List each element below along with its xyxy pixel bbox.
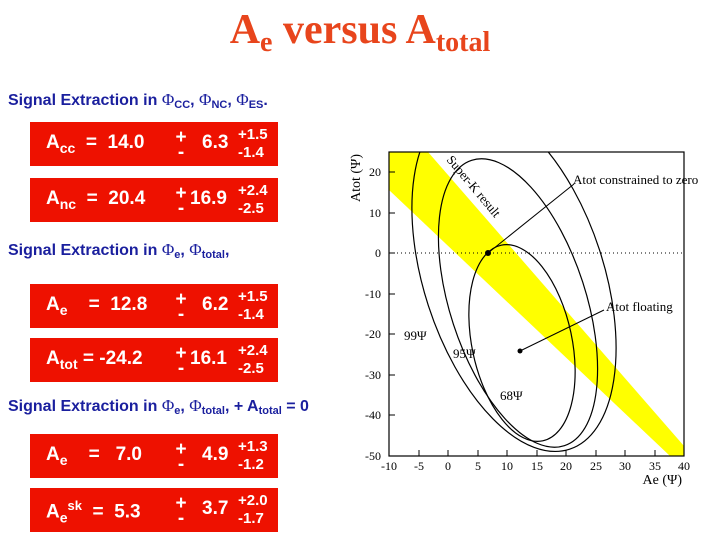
y-ticks: 20 10 0 -10 -20 -30 -40 -50 [365,165,395,463]
x-tick-label: 35 [649,459,661,473]
result-box-ae: Ae = 12.8 + - 6.2 +1.5 -1.4 [30,284,278,328]
pm-minus: - [177,358,185,379]
result-up: +1.5 [238,126,268,143]
pm-minus: - [177,198,185,219]
y-tick-label: -30 [365,368,381,382]
result-up: +2.4 [238,182,268,199]
y-tick-label: 0 [375,246,381,260]
result-down: -2.5 [238,360,264,377]
pm-minus: - [177,304,185,325]
ann-float-point [517,348,523,354]
result-stat: 6.2 [202,294,229,315]
y-tick-label: 10 [369,206,381,220]
x-tick-label: 0 [445,459,451,473]
x-tick-label: -5 [414,459,424,473]
x-tick-label: 25 [590,459,602,473]
result-stat: 6.3 [202,132,229,153]
y-tick-label: -20 [365,327,381,341]
result-up: +1.3 [238,438,268,455]
y-tick-label: -50 [365,449,381,463]
result-stat: 4.9 [202,444,229,465]
heading-e-total: Signal Extraction in Φe, Φtotal, [8,240,230,261]
page-title: Ae versus Atotal [229,7,491,58]
result-down: -1.7 [238,510,264,527]
result-box-acc: Acc = 14.0 + - 6.3 +1.5 -1.4 [30,122,278,166]
x-ticks: -10 -5 0 5 10 15 20 25 30 35 40 [381,450,690,473]
x-tick-label: 10 [501,459,513,473]
contour-95 [437,158,599,448]
result-main: Acc = 14.0 [46,132,145,156]
result-box-ae-constrained: Ae = 7.0 + - 4.9 +1.3 -1.2 [30,434,278,478]
result-down: -1.4 [238,306,264,323]
contour-99 [411,152,617,453]
x-axis-label: Ae (Ψ) [643,473,683,488]
ann-float-pointer [519,309,605,352]
ann-zero-label: Atot constrained to zero [573,172,698,187]
y-tick-label: 20 [369,165,381,179]
result-box-atot: Atot = -24.2 + - 16.1 +2.4 -2.5 [30,338,278,382]
result-up: +2.0 [238,492,268,509]
contour-99-label: 99Ψ [404,328,427,343]
pm-plus: + [175,493,187,514]
contour-plot: Atot constrained to zero Atot floating S… [349,151,698,488]
x-tick-label: 40 [678,459,690,473]
result-down: -2.5 [238,200,264,217]
result-box-aesk: Aesk = 5.3 + - 3.7 +2.0 -1.7 [30,488,278,532]
pm-minus: - [177,142,185,163]
x-tick-label: 15 [531,459,543,473]
result-stat: 3.7 [202,498,229,519]
result-up: +1.5 [238,288,268,305]
heading-e-total-constrained: Signal Extraction in Φe, Φtotal, + Atota… [8,396,309,417]
y-tick-label: -40 [365,408,381,422]
y-tick-label: -10 [365,287,381,301]
x-tick-label: 30 [619,459,631,473]
result-down: -1.4 [238,144,264,161]
pm-minus: - [177,508,185,529]
contour-68 [468,244,576,442]
super-k-band [389,152,684,456]
contour-95-label: 95Ψ [453,346,476,361]
pm-plus: + [175,343,187,364]
result-box-anc: Anc = 20.4 + - 16.9 +2.4 -2.5 [30,178,278,222]
x-tick-label: -10 [381,459,397,473]
ann-float-label: Atot floating [606,299,673,314]
pm-plus: + [175,183,187,204]
pm-plus: + [175,439,187,460]
result-down: -1.2 [238,456,264,473]
ann-zero-point [485,250,491,256]
y-axis-label: Atot (Ψ) [349,154,364,202]
contour-68-label: 68Ψ [500,388,523,403]
x-tick-label: 20 [560,459,572,473]
heading-cc-nc-es: Signal Extraction in ΦCC, ΦNC, ΦES. [8,90,268,111]
result-stat: 16.1 [190,348,227,369]
pm-minus: - [177,454,185,475]
result-stat: 16.9 [190,188,227,209]
x-tick-label: 5 [475,459,481,473]
ann-zero-pointer [487,183,575,254]
pm-plus: + [175,127,187,148]
pm-plus: + [175,289,187,310]
result-up: +2.4 [238,342,268,359]
